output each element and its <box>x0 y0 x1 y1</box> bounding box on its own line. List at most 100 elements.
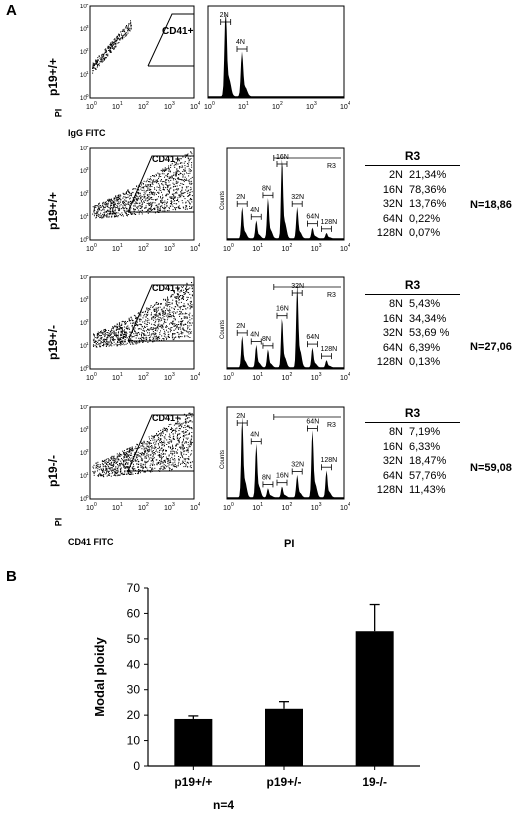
dot <box>141 332 143 334</box>
dot <box>153 464 155 466</box>
dot <box>179 173 181 175</box>
dot <box>137 324 139 326</box>
dot <box>130 472 132 474</box>
dot <box>191 450 193 452</box>
dot <box>191 195 193 197</box>
dot <box>149 328 151 330</box>
dot <box>108 332 110 334</box>
dot <box>109 344 111 346</box>
dot <box>191 294 193 296</box>
dot <box>172 463 174 465</box>
dot <box>190 306 192 308</box>
dot <box>136 333 138 335</box>
dot <box>190 331 192 333</box>
dot <box>143 453 145 455</box>
r3-entry: 2N 21,34% <box>388 169 447 181</box>
dot <box>142 467 144 469</box>
dot <box>112 337 114 339</box>
dot <box>190 464 192 466</box>
dot <box>181 165 183 167</box>
dot <box>115 475 117 477</box>
dot <box>143 330 145 332</box>
dot <box>150 305 152 307</box>
dot <box>149 204 151 206</box>
dot <box>150 442 152 444</box>
dot <box>168 438 170 440</box>
dot <box>178 174 179 175</box>
dot <box>166 428 168 430</box>
dot <box>101 209 103 211</box>
dot <box>143 441 145 443</box>
dot <box>169 469 171 471</box>
dot <box>177 437 179 439</box>
dot <box>173 326 175 327</box>
dot <box>144 322 146 324</box>
dot <box>97 57 99 59</box>
dot <box>156 310 158 312</box>
dot <box>163 189 165 191</box>
dot <box>164 334 166 336</box>
dot <box>188 292 190 294</box>
dot <box>161 173 163 175</box>
dot <box>142 453 144 455</box>
dot <box>159 454 161 456</box>
dot <box>103 206 105 208</box>
dot <box>150 463 152 465</box>
dot <box>187 450 189 451</box>
dot <box>184 170 185 172</box>
dot <box>184 198 186 200</box>
dot <box>157 208 159 210</box>
dot <box>124 452 126 453</box>
dot <box>168 310 170 312</box>
region-label: R3 <box>327 422 336 429</box>
dot <box>117 335 119 337</box>
dot <box>119 34 121 36</box>
dot <box>97 344 99 346</box>
dot <box>167 309 169 311</box>
dot <box>174 455 176 457</box>
dot <box>113 331 115 333</box>
x-tick-exponent: 3 <box>172 372 175 378</box>
dot <box>134 205 136 207</box>
dot <box>180 332 182 334</box>
dot <box>183 447 185 449</box>
dot <box>97 60 99 62</box>
dot <box>148 207 150 209</box>
dot <box>96 205 98 207</box>
dot <box>158 313 160 315</box>
dot <box>92 206 94 208</box>
dot <box>109 47 111 48</box>
dot <box>113 458 115 460</box>
dot <box>123 340 125 342</box>
dot <box>93 334 95 336</box>
dot <box>188 412 190 414</box>
dot <box>190 300 192 302</box>
dot <box>131 214 133 215</box>
dot <box>104 336 106 338</box>
dot <box>103 472 105 474</box>
dot <box>128 454 130 456</box>
dot <box>144 201 145 203</box>
dot <box>138 332 140 334</box>
dot <box>187 189 189 191</box>
dot <box>107 206 109 208</box>
dot <box>147 178 149 180</box>
dot <box>121 341 123 343</box>
r3-table-row-2: R3 2N 21,34% 16N 78,36% 32N 13,76% 64N 0,22%… <box>365 149 460 241</box>
dot <box>161 432 163 434</box>
y-tick-label: 10 <box>80 215 87 221</box>
dot <box>165 321 167 323</box>
dot <box>188 165 189 167</box>
dot <box>137 202 139 204</box>
dot <box>175 328 177 330</box>
dot <box>173 307 175 309</box>
dot <box>128 27 130 29</box>
dot <box>165 174 167 176</box>
dot <box>107 464 109 466</box>
y-tick-label: 10 <box>80 428 87 434</box>
dot <box>156 326 158 328</box>
dot <box>185 202 187 204</box>
dot <box>189 445 191 447</box>
dot <box>187 304 189 306</box>
dot <box>126 466 128 468</box>
